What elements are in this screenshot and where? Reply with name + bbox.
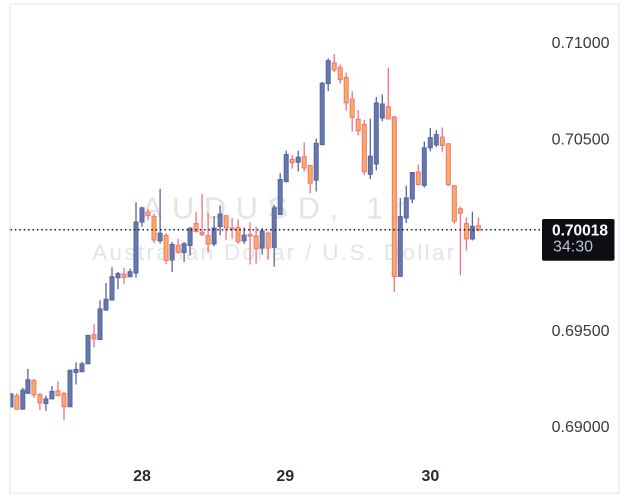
svg-text:34:30: 34:30 bbox=[553, 239, 593, 256]
svg-text:0.69000: 0.69000 bbox=[552, 419, 610, 436]
svg-text:0.70500: 0.70500 bbox=[552, 131, 610, 148]
svg-text:29: 29 bbox=[276, 468, 294, 485]
svg-text:0.71000: 0.71000 bbox=[552, 35, 610, 52]
svg-text:28: 28 bbox=[133, 468, 151, 485]
svg-text:0.69500: 0.69500 bbox=[552, 323, 610, 340]
svg-text:0.70018: 0.70018 bbox=[552, 222, 608, 239]
svg-text:30: 30 bbox=[422, 468, 440, 485]
